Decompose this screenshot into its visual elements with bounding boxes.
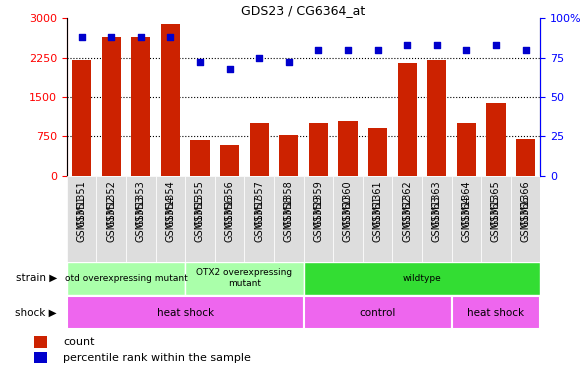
Bar	[397, 63, 417, 176]
Bar	[245, 176, 274, 262]
Point	[284, 59, 293, 65]
Text: GSM1360: GSM1360	[343, 195, 353, 242]
Text: GSM1363: GSM1363	[432, 195, 442, 242]
Text: GSM1354: GSM1354	[166, 195, 175, 242]
Bar	[516, 139, 535, 176]
Bar	[457, 123, 476, 176]
Bar	[422, 176, 451, 262]
Bar	[34, 352, 48, 363]
Bar	[309, 123, 328, 176]
Text: OTX2 overexpressing
mutant: OTX2 overexpressing mutant	[196, 268, 292, 288]
Text: GSM1353: GSM1353	[136, 180, 146, 227]
Text: GSM1364: GSM1364	[461, 195, 471, 242]
Text: GSM1358: GSM1358	[284, 195, 294, 242]
Text: GSM1357: GSM1357	[254, 195, 264, 242]
Point	[225, 66, 234, 72]
Point	[432, 42, 442, 48]
Bar	[102, 37, 121, 176]
Bar	[191, 140, 210, 176]
Point	[373, 47, 382, 53]
Bar	[72, 60, 91, 176]
Text: GSM1357: GSM1357	[254, 180, 264, 227]
Text: GSM1356: GSM1356	[225, 180, 235, 227]
Bar	[338, 121, 357, 176]
Bar	[427, 60, 446, 176]
Bar	[96, 176, 126, 262]
Bar	[67, 262, 185, 295]
Bar	[303, 296, 451, 329]
Bar	[274, 176, 304, 262]
Bar	[392, 176, 422, 262]
Bar	[185, 176, 215, 262]
Text: GSM1362: GSM1362	[402, 180, 412, 227]
Bar	[215, 176, 245, 262]
Text: GSM1362: GSM1362	[402, 195, 412, 242]
Title: GDS23 / CG6364_at: GDS23 / CG6364_at	[242, 4, 365, 17]
Bar	[511, 176, 540, 262]
Bar	[368, 128, 387, 176]
Text: control: control	[360, 308, 396, 318]
Bar	[303, 262, 540, 295]
Text: GSM1361: GSM1361	[372, 195, 382, 242]
Text: GSM1365: GSM1365	[491, 180, 501, 227]
Point	[462, 47, 471, 53]
Text: percentile rank within the sample: percentile rank within the sample	[63, 353, 251, 363]
Bar	[481, 176, 511, 262]
Point	[195, 59, 205, 65]
Text: heat shock: heat shock	[467, 308, 525, 318]
Point	[343, 47, 353, 53]
Point	[403, 42, 412, 48]
Point	[166, 34, 175, 40]
Text: GSM1358: GSM1358	[284, 180, 294, 227]
Text: heat shock: heat shock	[157, 308, 214, 318]
Text: strain ▶: strain ▶	[16, 273, 57, 283]
Text: GSM1363: GSM1363	[432, 180, 442, 227]
Bar	[131, 37, 150, 176]
Bar	[67, 176, 96, 262]
Bar	[156, 176, 185, 262]
Bar	[486, 103, 505, 176]
Text: GSM1355: GSM1355	[195, 180, 205, 227]
Bar	[220, 145, 239, 176]
Text: GSM1351: GSM1351	[77, 180, 87, 227]
Text: GSM1351: GSM1351	[77, 195, 87, 242]
Text: GSM1352: GSM1352	[106, 180, 116, 227]
Text: wildtype: wildtype	[403, 274, 442, 283]
Bar	[67, 296, 303, 329]
Text: GSM1354: GSM1354	[166, 180, 175, 227]
Bar	[279, 135, 299, 176]
Text: count: count	[63, 337, 95, 347]
Bar	[363, 176, 392, 262]
Bar	[333, 176, 363, 262]
Text: shock ▶: shock ▶	[15, 308, 57, 318]
Bar	[161, 23, 180, 176]
Point	[492, 42, 501, 48]
Text: GSM1353: GSM1353	[136, 195, 146, 242]
Text: GSM1359: GSM1359	[313, 180, 324, 227]
Text: GSM1364: GSM1364	[461, 180, 471, 227]
Bar	[250, 123, 269, 176]
Point	[106, 34, 116, 40]
Text: GSM1365: GSM1365	[491, 195, 501, 242]
Point	[136, 34, 145, 40]
Bar	[303, 176, 333, 262]
Bar	[34, 336, 48, 348]
Text: GSM1366: GSM1366	[521, 195, 530, 242]
Point	[77, 34, 86, 40]
Bar	[185, 262, 304, 295]
Text: GSM1366: GSM1366	[521, 180, 530, 227]
Text: otd overexpressing mutant: otd overexpressing mutant	[64, 274, 188, 283]
Point	[314, 47, 323, 53]
Point	[521, 47, 530, 53]
Text: GSM1356: GSM1356	[225, 195, 235, 242]
Bar	[451, 176, 481, 262]
Text: GSM1361: GSM1361	[372, 180, 382, 227]
Text: GSM1359: GSM1359	[313, 195, 324, 242]
Bar	[451, 296, 540, 329]
Text: GSM1352: GSM1352	[106, 195, 116, 242]
Text: GSM1360: GSM1360	[343, 180, 353, 227]
Bar	[126, 176, 156, 262]
Text: GSM1355: GSM1355	[195, 195, 205, 242]
Point	[254, 55, 264, 60]
